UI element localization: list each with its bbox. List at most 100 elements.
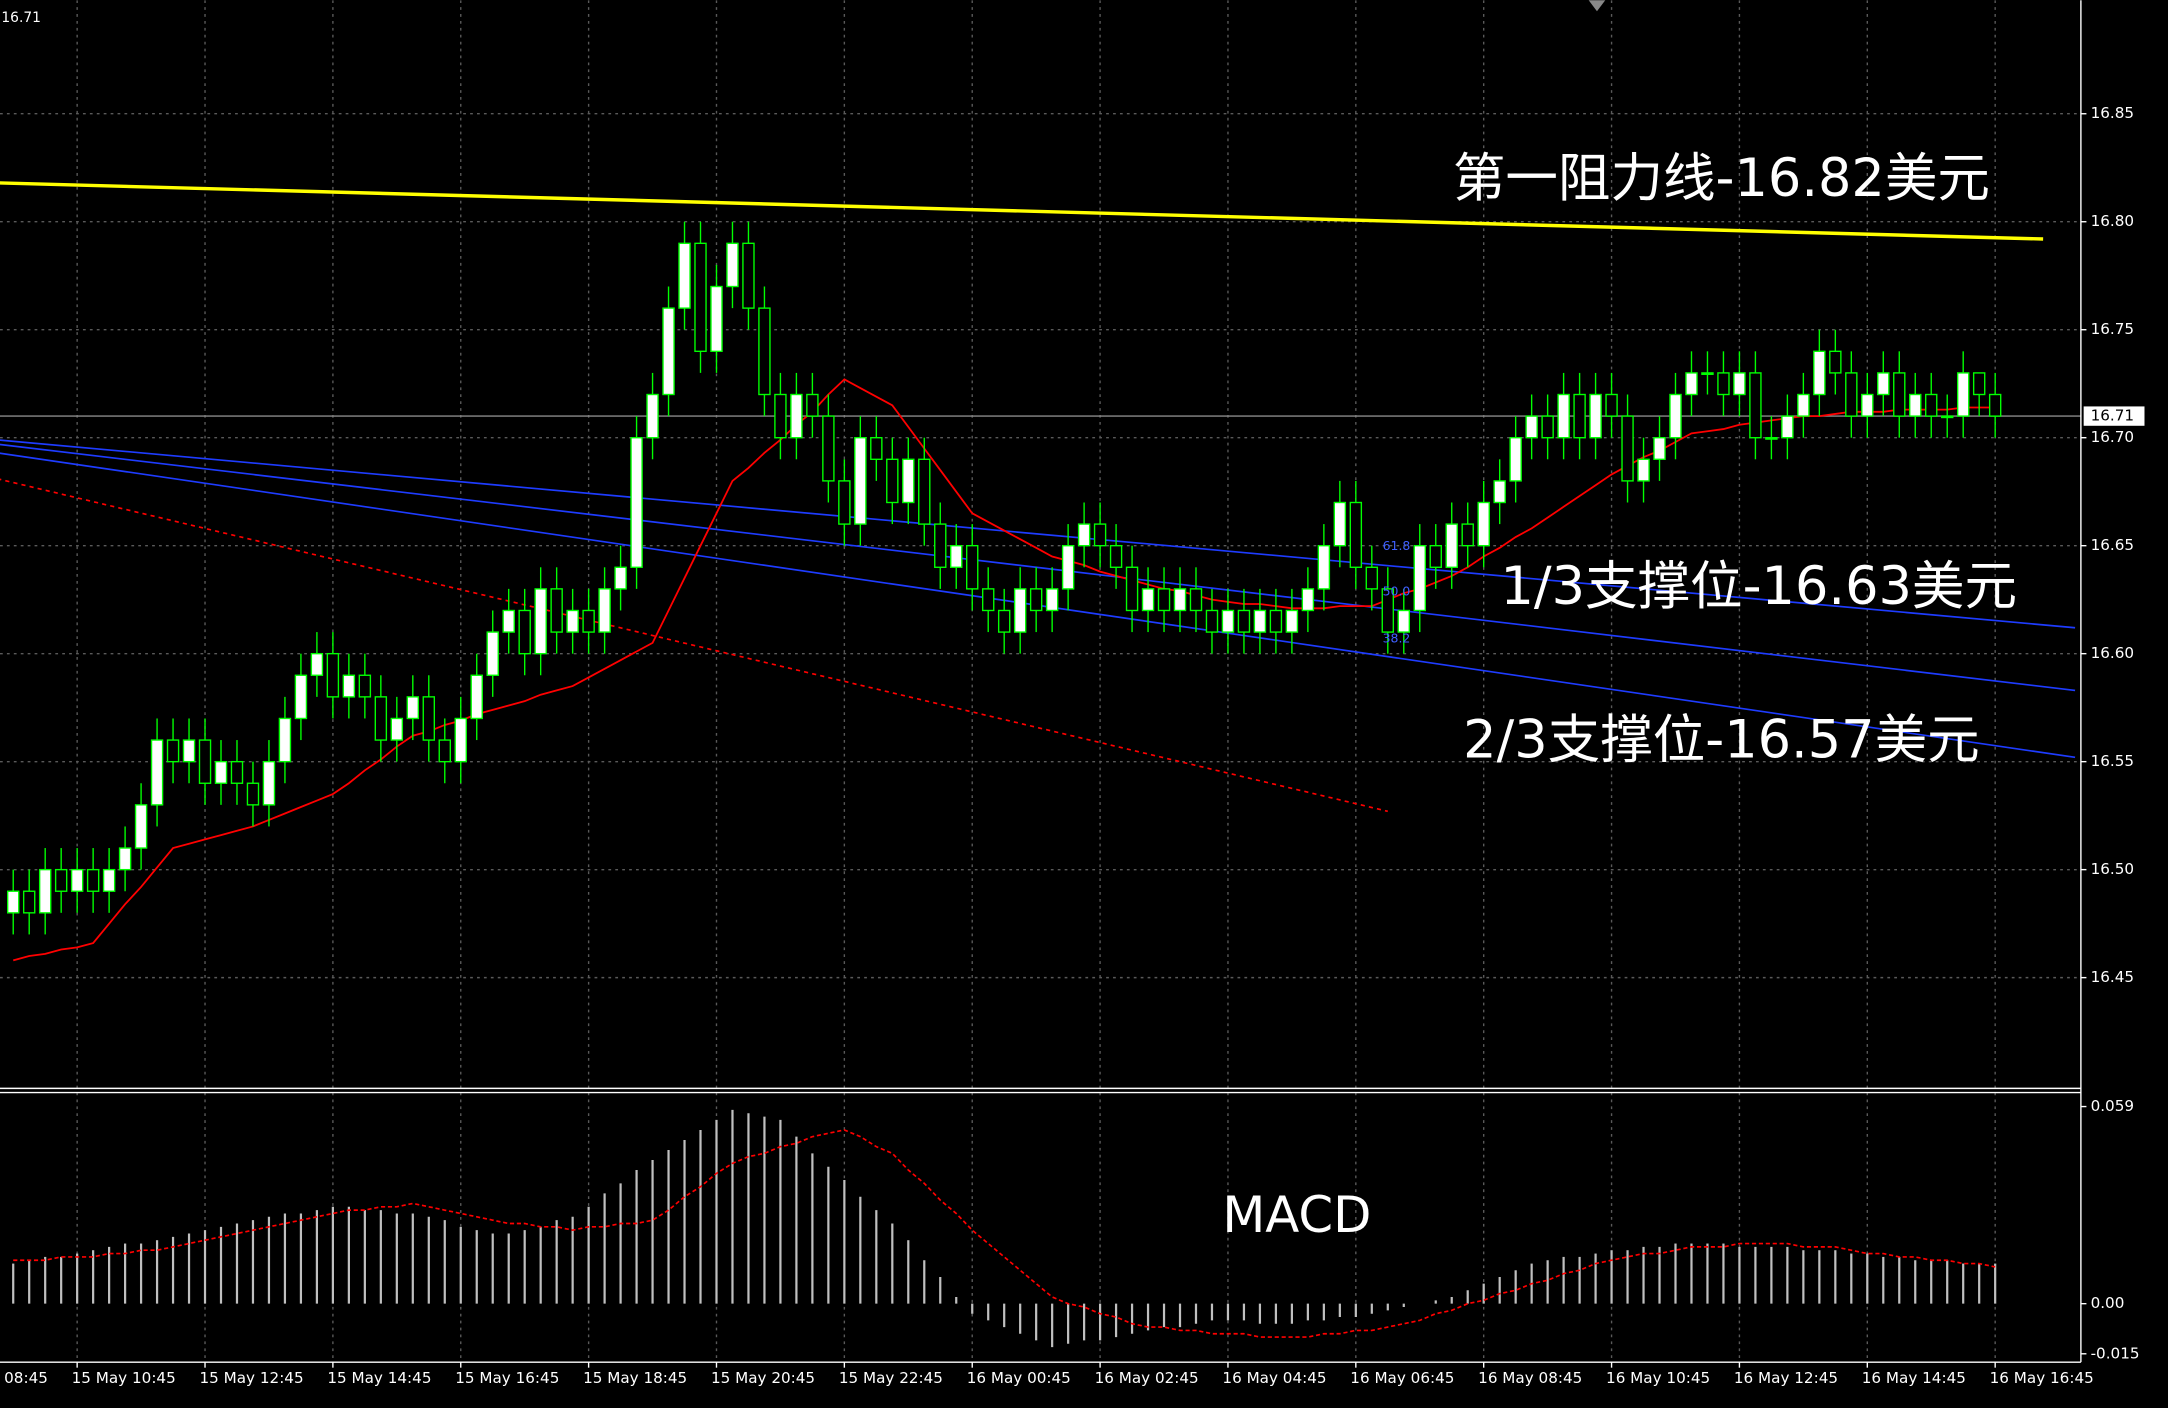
trend-line	[0, 478, 1388, 813]
shift-marker	[1588, 0, 1606, 12]
candle-body	[502, 609, 515, 633]
candle-body	[454, 717, 467, 763]
candle-body	[134, 804, 148, 849]
y-tick-label: 16.70	[2091, 428, 2134, 446]
x-tick-label: 15 May 22:45	[839, 1369, 943, 1387]
candle-body	[1525, 415, 1538, 439]
candle-body	[38, 868, 52, 914]
candle-body	[662, 307, 675, 396]
candle-body	[726, 242, 739, 288]
candle-body	[390, 717, 404, 741]
candle-body	[1429, 544, 1442, 568]
candle-body	[182, 739, 196, 763]
candle-body	[342, 674, 356, 698]
candle-body	[1637, 458, 1650, 482]
candle-body	[86, 868, 100, 892]
candle-body	[550, 588, 563, 633]
candle-body	[1781, 415, 1794, 439]
candle-body	[1813, 350, 1826, 396]
candle-body	[1893, 372, 1906, 417]
candle-body	[981, 588, 995, 612]
candle-body	[118, 847, 132, 871]
price-box	[2083, 406, 2145, 426]
candle-body	[598, 588, 611, 633]
price-panel: 61.8 50.0 38.2	[0, 0, 2081, 1089]
candle-body	[310, 652, 324, 676]
candle-body	[1909, 393, 1922, 417]
candle-body	[150, 739, 164, 806]
candle-body	[566, 609, 579, 633]
candle-body	[1877, 372, 1890, 396]
candle-body	[758, 307, 771, 396]
x-tick-label: 16 May 06:45	[1350, 1369, 1454, 1387]
candle-body	[1445, 523, 1458, 568]
y-tick-label: 16.85	[2091, 104, 2134, 122]
candle-body	[198, 739, 212, 784]
candle-body	[262, 760, 276, 806]
candle-body	[1237, 609, 1251, 633]
candle-body	[1509, 437, 1522, 482]
price-box-label: 16.71	[2091, 407, 2134, 425]
candle-body	[1845, 372, 1858, 417]
candle-body	[1205, 609, 1219, 633]
candle-body	[102, 868, 116, 892]
candle-body	[358, 674, 372, 698]
candle-body	[1285, 609, 1299, 633]
candle-body	[870, 437, 883, 460]
panel-label: MACD	[1222, 1186, 1371, 1244]
macd-panel	[12, 1092, 1997, 1363]
candle-body	[997, 609, 1011, 633]
x-tick-label: 15 May 16:45	[455, 1369, 559, 1387]
candle-body	[6, 890, 20, 914]
y-tick-label: -0.015	[2091, 1344, 2140, 1362]
candle-body	[518, 609, 531, 655]
candle-body	[1045, 588, 1059, 612]
candle-body	[166, 739, 180, 763]
price-corner-label: 16.71	[1, 10, 41, 26]
candle-body	[1013, 588, 1027, 633]
candle-body	[1109, 544, 1123, 568]
x-tick-label: 15 May 08:45	[0, 1369, 48, 1387]
candle-body	[1381, 588, 1395, 633]
candle-body	[950, 544, 963, 568]
candle-body	[486, 631, 499, 676]
candle-body	[614, 566, 627, 590]
y-tick-label: 16.65	[2091, 536, 2134, 554]
candle-body	[1749, 372, 1762, 439]
candle-body	[1669, 393, 1682, 439]
candle-body	[1333, 501, 1347, 547]
candle-body	[1733, 372, 1746, 396]
candle-body	[1589, 393, 1602, 439]
y-tick-label: 16.55	[2091, 752, 2134, 770]
candle-body	[1605, 393, 1618, 417]
candle-body	[1493, 480, 1506, 504]
candle-body	[326, 652, 340, 698]
candle-body	[1269, 609, 1283, 633]
candle-body	[1972, 372, 1986, 396]
annotation: 2/3支撑位-16.57美元	[1463, 709, 1980, 770]
candle-body	[278, 717, 292, 763]
candle-body	[1685, 372, 1698, 396]
candle-body	[806, 393, 819, 417]
x-tick-label: 16 May 04:45	[1222, 1369, 1326, 1387]
candle-body	[918, 458, 931, 525]
candle-body	[646, 393, 659, 439]
candle-body	[406, 696, 420, 720]
candle-body	[22, 890, 36, 914]
candle-body	[1925, 393, 1938, 417]
candle-body	[1573, 393, 1586, 439]
candle-body	[1365, 566, 1379, 590]
candle-body	[1621, 415, 1634, 482]
candle-body	[934, 523, 947, 568]
x-tick-label: 16 May 16:45	[1990, 1369, 2094, 1387]
x-tick-label: 15 May 14:45	[327, 1369, 431, 1387]
candle-body	[1301, 588, 1315, 612]
candle-body	[710, 285, 723, 353]
y-tick-label: 16.60	[2091, 644, 2134, 662]
candle-body	[1189, 588, 1203, 612]
candle-body	[1125, 566, 1139, 612]
candle-body	[1173, 588, 1187, 612]
